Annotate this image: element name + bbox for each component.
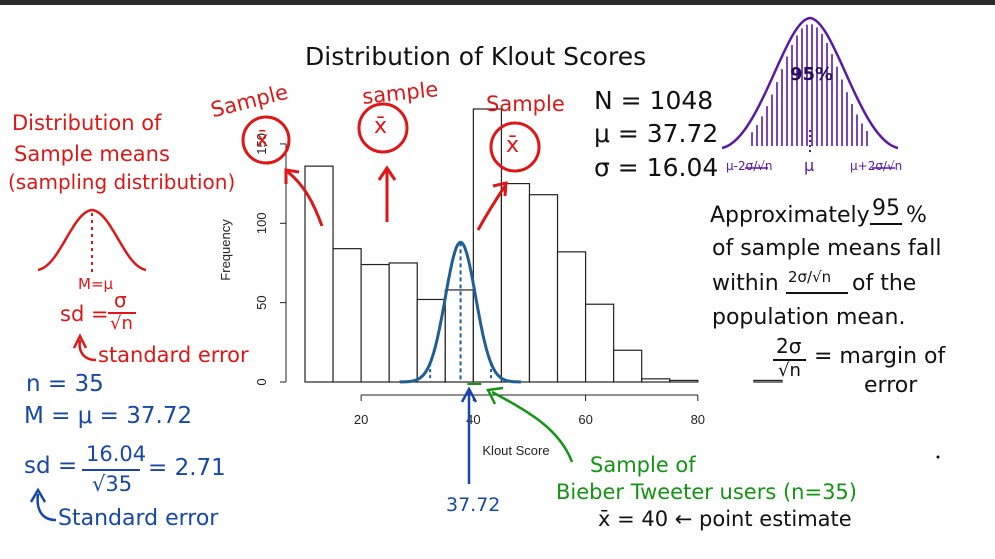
x-axis-label: Klout Score bbox=[482, 443, 549, 458]
histogram-bar bbox=[472, 108, 503, 383]
approx-percent: 95 bbox=[872, 196, 900, 221]
approx-within: 2σ/√n bbox=[788, 268, 832, 286]
margin-text-2: error bbox=[864, 373, 918, 398]
approx-line2: of sample means fall bbox=[712, 236, 942, 261]
approx-line4: population mean. bbox=[712, 305, 906, 330]
top-bar bbox=[0, 0, 995, 5]
sample-symbol-2: x̄ bbox=[374, 114, 388, 139]
standard-error-arrow-blue bbox=[36, 493, 57, 522]
y-tick-label: 100 bbox=[254, 212, 269, 234]
mini-sd-numerator: σ bbox=[114, 288, 127, 312]
normal-mid-label: μ bbox=[804, 156, 815, 175]
sample-symbol-1: x̄ bbox=[256, 127, 269, 151]
point-estimate-line: x̄ = 40 ← point estimate bbox=[598, 507, 852, 531]
sample-pointer-arrow-head bbox=[486, 386, 504, 405]
approx-line3-post: of the bbox=[852, 271, 917, 296]
approx-line3-pre: within bbox=[712, 271, 779, 296]
standard-error-arrow-red-head bbox=[72, 333, 88, 349]
approx-percent-sign: % bbox=[906, 203, 927, 228]
standard-error-arrow-blue-head bbox=[29, 487, 47, 503]
sampling-dist-line3: (sampling distribution) bbox=[8, 170, 236, 194]
mini-bell-curve bbox=[37, 208, 147, 272]
calc-mean: M = μ = 37.72 bbox=[24, 403, 193, 429]
calc-sd-denominator: √35 bbox=[92, 472, 133, 496]
purple-bell-curve bbox=[721, 16, 899, 150]
sample-circle-2 bbox=[357, 102, 409, 154]
calc-sd-result: = 2.71 bbox=[148, 455, 226, 481]
sample-pointer-arrow bbox=[491, 390, 574, 463]
y-tick-label: 150 bbox=[254, 133, 269, 155]
standard-error-arrow-red bbox=[78, 339, 97, 362]
sample-label-3: Sample bbox=[486, 92, 565, 116]
y-tick-label: 0 bbox=[254, 378, 269, 385]
chart-title: Distribution of Klout Scores bbox=[305, 42, 647, 71]
margin-numerator: 2σ bbox=[776, 334, 802, 358]
histogram-bar bbox=[753, 379, 783, 383]
standard-error-label-red: standard error bbox=[98, 343, 249, 367]
purple-hatch-lines bbox=[751, 24, 868, 146]
standard-error-label-blue: Standard error bbox=[58, 506, 219, 531]
approx-line1-pre: Approximately bbox=[710, 203, 870, 228]
histogram-bar bbox=[416, 298, 446, 383]
sampling-dist-line1: Distribution of bbox=[12, 111, 162, 135]
histogram-bar bbox=[556, 251, 587, 383]
histogram-bar bbox=[332, 248, 362, 383]
histogram-bar bbox=[669, 379, 699, 383]
sample-circle-3 bbox=[489, 121, 541, 173]
red-arrow-1 bbox=[287, 170, 324, 227]
stat-sigma: σ = 16.04 bbox=[594, 153, 719, 182]
sampling-distribution-curve bbox=[399, 240, 521, 384]
mean-tick-label: 37.72 bbox=[446, 494, 501, 516]
mini-center-label: M=μ bbox=[78, 275, 114, 293]
x-tick-label: 20 bbox=[354, 412, 368, 427]
stat-mu: μ = 37.72 bbox=[594, 119, 719, 148]
normal-95-label: 95% bbox=[790, 64, 834, 85]
red-arrow-1-head bbox=[284, 168, 300, 184]
red-arrow-3-head bbox=[492, 181, 508, 197]
mini-sd-label: sd = bbox=[60, 302, 109, 326]
y-axis-label: Frequency bbox=[218, 219, 233, 281]
stat-n: N = 1048 bbox=[594, 86, 714, 115]
x-tick-label: 80 bbox=[691, 412, 705, 427]
sampling-curve-group bbox=[399, 240, 521, 385]
normal-left-label: μ-2σ/√n bbox=[726, 159, 773, 173]
mean-pointer-arrow-head bbox=[460, 386, 478, 403]
mini-sd-denominator: √n bbox=[110, 313, 133, 334]
histogram-bar bbox=[613, 349, 643, 383]
histogram-bar bbox=[304, 165, 334, 383]
x-tick-label: 60 bbox=[578, 412, 592, 427]
bieber-line1: Sample of bbox=[590, 453, 696, 477]
histogram-bar bbox=[528, 194, 559, 383]
calc-sd-numerator: 16.04 bbox=[86, 442, 147, 466]
red-arrow-3 bbox=[476, 185, 507, 231]
histogram-bar bbox=[584, 303, 615, 383]
margin-text-1: = margin of bbox=[814, 344, 946, 369]
normal-right-label: μ+2σ/√n bbox=[850, 159, 903, 173]
stray-dot bbox=[936, 455, 940, 459]
histogram-bars bbox=[304, 108, 783, 383]
bieber-line2: Bieber Tweeter users (n=35) bbox=[556, 480, 857, 504]
y-tick-label: 50 bbox=[254, 295, 269, 309]
red-arrow-2-head bbox=[377, 165, 397, 181]
sampling-dist-line2: Sample means bbox=[14, 142, 170, 166]
histogram-bar bbox=[444, 289, 474, 383]
calc-sd-label: sd = bbox=[24, 453, 78, 479]
calc-n: n = 35 bbox=[26, 371, 104, 397]
sample-symbol-3: x̄ bbox=[506, 133, 520, 158]
sample-circle-1 bbox=[241, 115, 291, 165]
margin-denominator: √n bbox=[778, 360, 801, 381]
